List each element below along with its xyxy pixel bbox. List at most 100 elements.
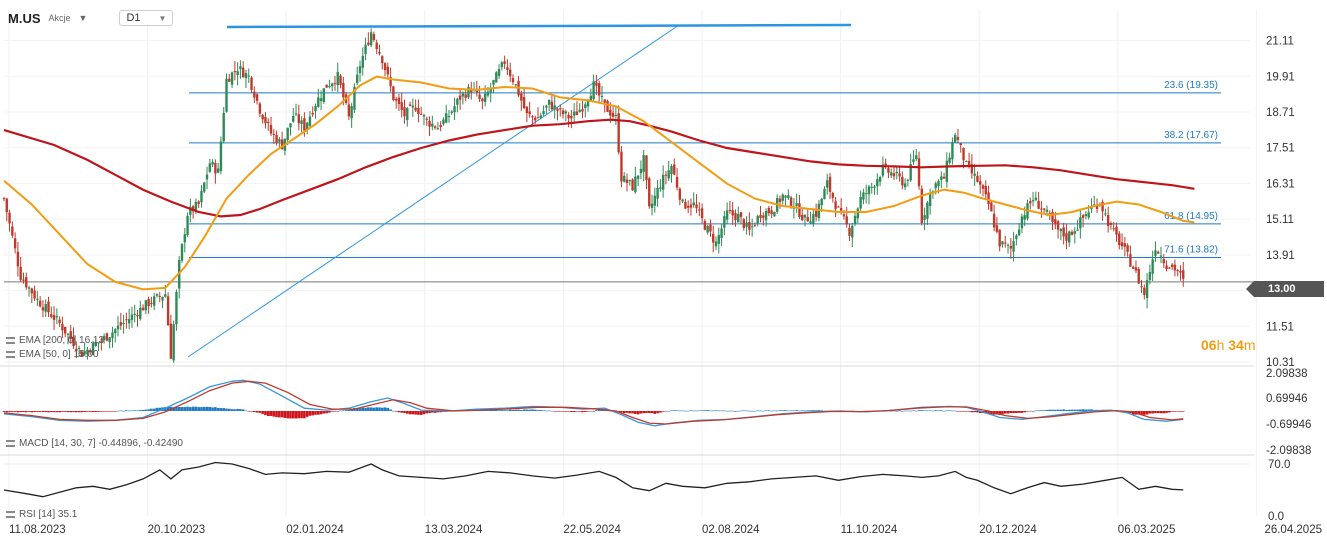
macd-histogram-bar: [283, 411, 287, 418]
macd-histogram-bar: [1165, 411, 1168, 413]
macd-histogram-bar: [183, 407, 187, 411]
macd-histogram-bar: [583, 411, 587, 413]
time-axis-label: 22.05.2024: [563, 524, 621, 536]
macd-histogram-bar: [748, 410, 751, 412]
macd-histogram-bar: [311, 411, 315, 416]
timeframe-select[interactable]: D1 ▼: [119, 10, 174, 26]
macd-histogram-bar: [948, 410, 951, 411]
macd-histogram-bar: [1168, 411, 1171, 413]
candle-body: [175, 291, 178, 325]
candle-body: [453, 106, 456, 113]
candle-body: [734, 213, 737, 221]
macd-histogram-bar: [965, 411, 968, 412]
candle-body: [152, 296, 156, 306]
macd-histogram-bar: [147, 409, 150, 411]
macd-histogram-bar: [522, 409, 526, 411]
macd-histogram-bar: [898, 410, 901, 412]
symbol-label[interactable]: M.US: [8, 10, 41, 26]
macd-legend-text: MACD [14, 30, 7] -0.44896, -0.42490: [19, 438, 183, 449]
candle-body: [773, 211, 776, 217]
macd-histogram-bar: [236, 408, 239, 411]
candle-body: [756, 215, 759, 224]
macd-histogram-bar: [439, 411, 442, 413]
candle-body: [606, 100, 609, 112]
macd-histogram-bar: [550, 410, 554, 412]
rsi-legend[interactable]: RSI [14] 35.1: [6, 509, 77, 520]
candle-body: [267, 121, 270, 124]
macd-histogram-bar: [564, 411, 568, 412]
macd-histogram-bar: [934, 410, 938, 411]
macd-histogram-bar: [408, 411, 412, 415]
macd-histogram-bar: [403, 411, 406, 413]
candle-body: [36, 298, 39, 300]
macd-histogram-bar: [731, 410, 734, 412]
candle-body: [781, 194, 784, 201]
macd-histogram-bar: [175, 406, 178, 411]
macd-histogram-bar: [1143, 411, 1146, 415]
candle-body: [241, 67, 245, 78]
macd-histogram-bar: [400, 411, 404, 413]
candle-body: [186, 215, 189, 236]
macd-histogram-bar: [589, 410, 593, 412]
macd-histogram-bar: [1131, 411, 1135, 415]
candle-body: [419, 113, 423, 115]
candle-body: [358, 66, 362, 74]
macd-histogram-bar: [1003, 411, 1007, 414]
macd-axis-label: -2.09838: [1266, 445, 1311, 457]
candle-body: [592, 81, 595, 100]
macd-histogram-bar: [419, 411, 423, 415]
candle-body: [47, 301, 50, 313]
candle-body: [870, 186, 873, 188]
macd-histogram-bar: [325, 411, 328, 414]
macd-histogram-bar: [33, 411, 36, 413]
macd-histogram-bar: [141, 409, 145, 411]
candle-body: [116, 325, 120, 330]
macd-legend[interactable]: MACD [14, 30, 7] -0.44896, -0.42490: [6, 438, 183, 449]
candle-body: [155, 294, 159, 296]
candle-body: [230, 72, 234, 85]
macd-histogram-bar: [1048, 409, 1052, 411]
macd-histogram-bar: [189, 407, 192, 411]
macd-histogram-bar: [300, 411, 303, 419]
candle-body: [203, 182, 206, 192]
macd-histogram-bar: [255, 411, 259, 413]
candle-body: [809, 221, 812, 224]
candle-body: [80, 351, 84, 357]
candle-body: [862, 192, 865, 200]
macd-histogram-bar: [150, 408, 153, 411]
candle-body: [1004, 242, 1007, 244]
candle-body: [11, 226, 14, 236]
macd-histogram-bar: [191, 406, 195, 411]
candle-body: [261, 114, 264, 120]
ema200-legend[interactable]: EMA [200, 0] 16.13: [6, 335, 104, 346]
candle-body: [69, 331, 72, 339]
candle-body: [105, 333, 109, 341]
macd-histogram-bar: [278, 411, 281, 418]
candle-body: [492, 80, 495, 85]
candle-body: [620, 151, 623, 182]
candle-body: [767, 207, 771, 214]
candle-body: [244, 72, 248, 79]
candle-body: [703, 220, 707, 230]
candle-body: [222, 112, 225, 142]
candle-body: [445, 113, 448, 123]
candle-body: [878, 177, 882, 182]
indicator-icon: [6, 440, 15, 447]
macd-histogram-bar: [280, 411, 284, 418]
candle-body: [214, 162, 217, 174]
candle-body: [508, 69, 512, 77]
ema50-legend[interactable]: EMA [50, 0] 15.00: [6, 349, 99, 360]
candle-body: [130, 314, 134, 320]
macd-histogram-bar: [789, 410, 793, 412]
candle-body: [464, 94, 467, 98]
candle-body: [611, 112, 615, 117]
macd-histogram-bar: [22, 411, 25, 413]
macd-histogram-bar: [52, 411, 56, 413]
macd-histogram-bar: [1040, 410, 1043, 411]
candle-body: [83, 351, 86, 355]
macd-histogram-bar: [973, 411, 976, 413]
candle-body: [945, 160, 949, 183]
macd-histogram-bar: [642, 411, 645, 414]
chevron-down-icon[interactable]: ▼: [78, 13, 88, 23]
macd-histogram-bar: [514, 409, 518, 411]
